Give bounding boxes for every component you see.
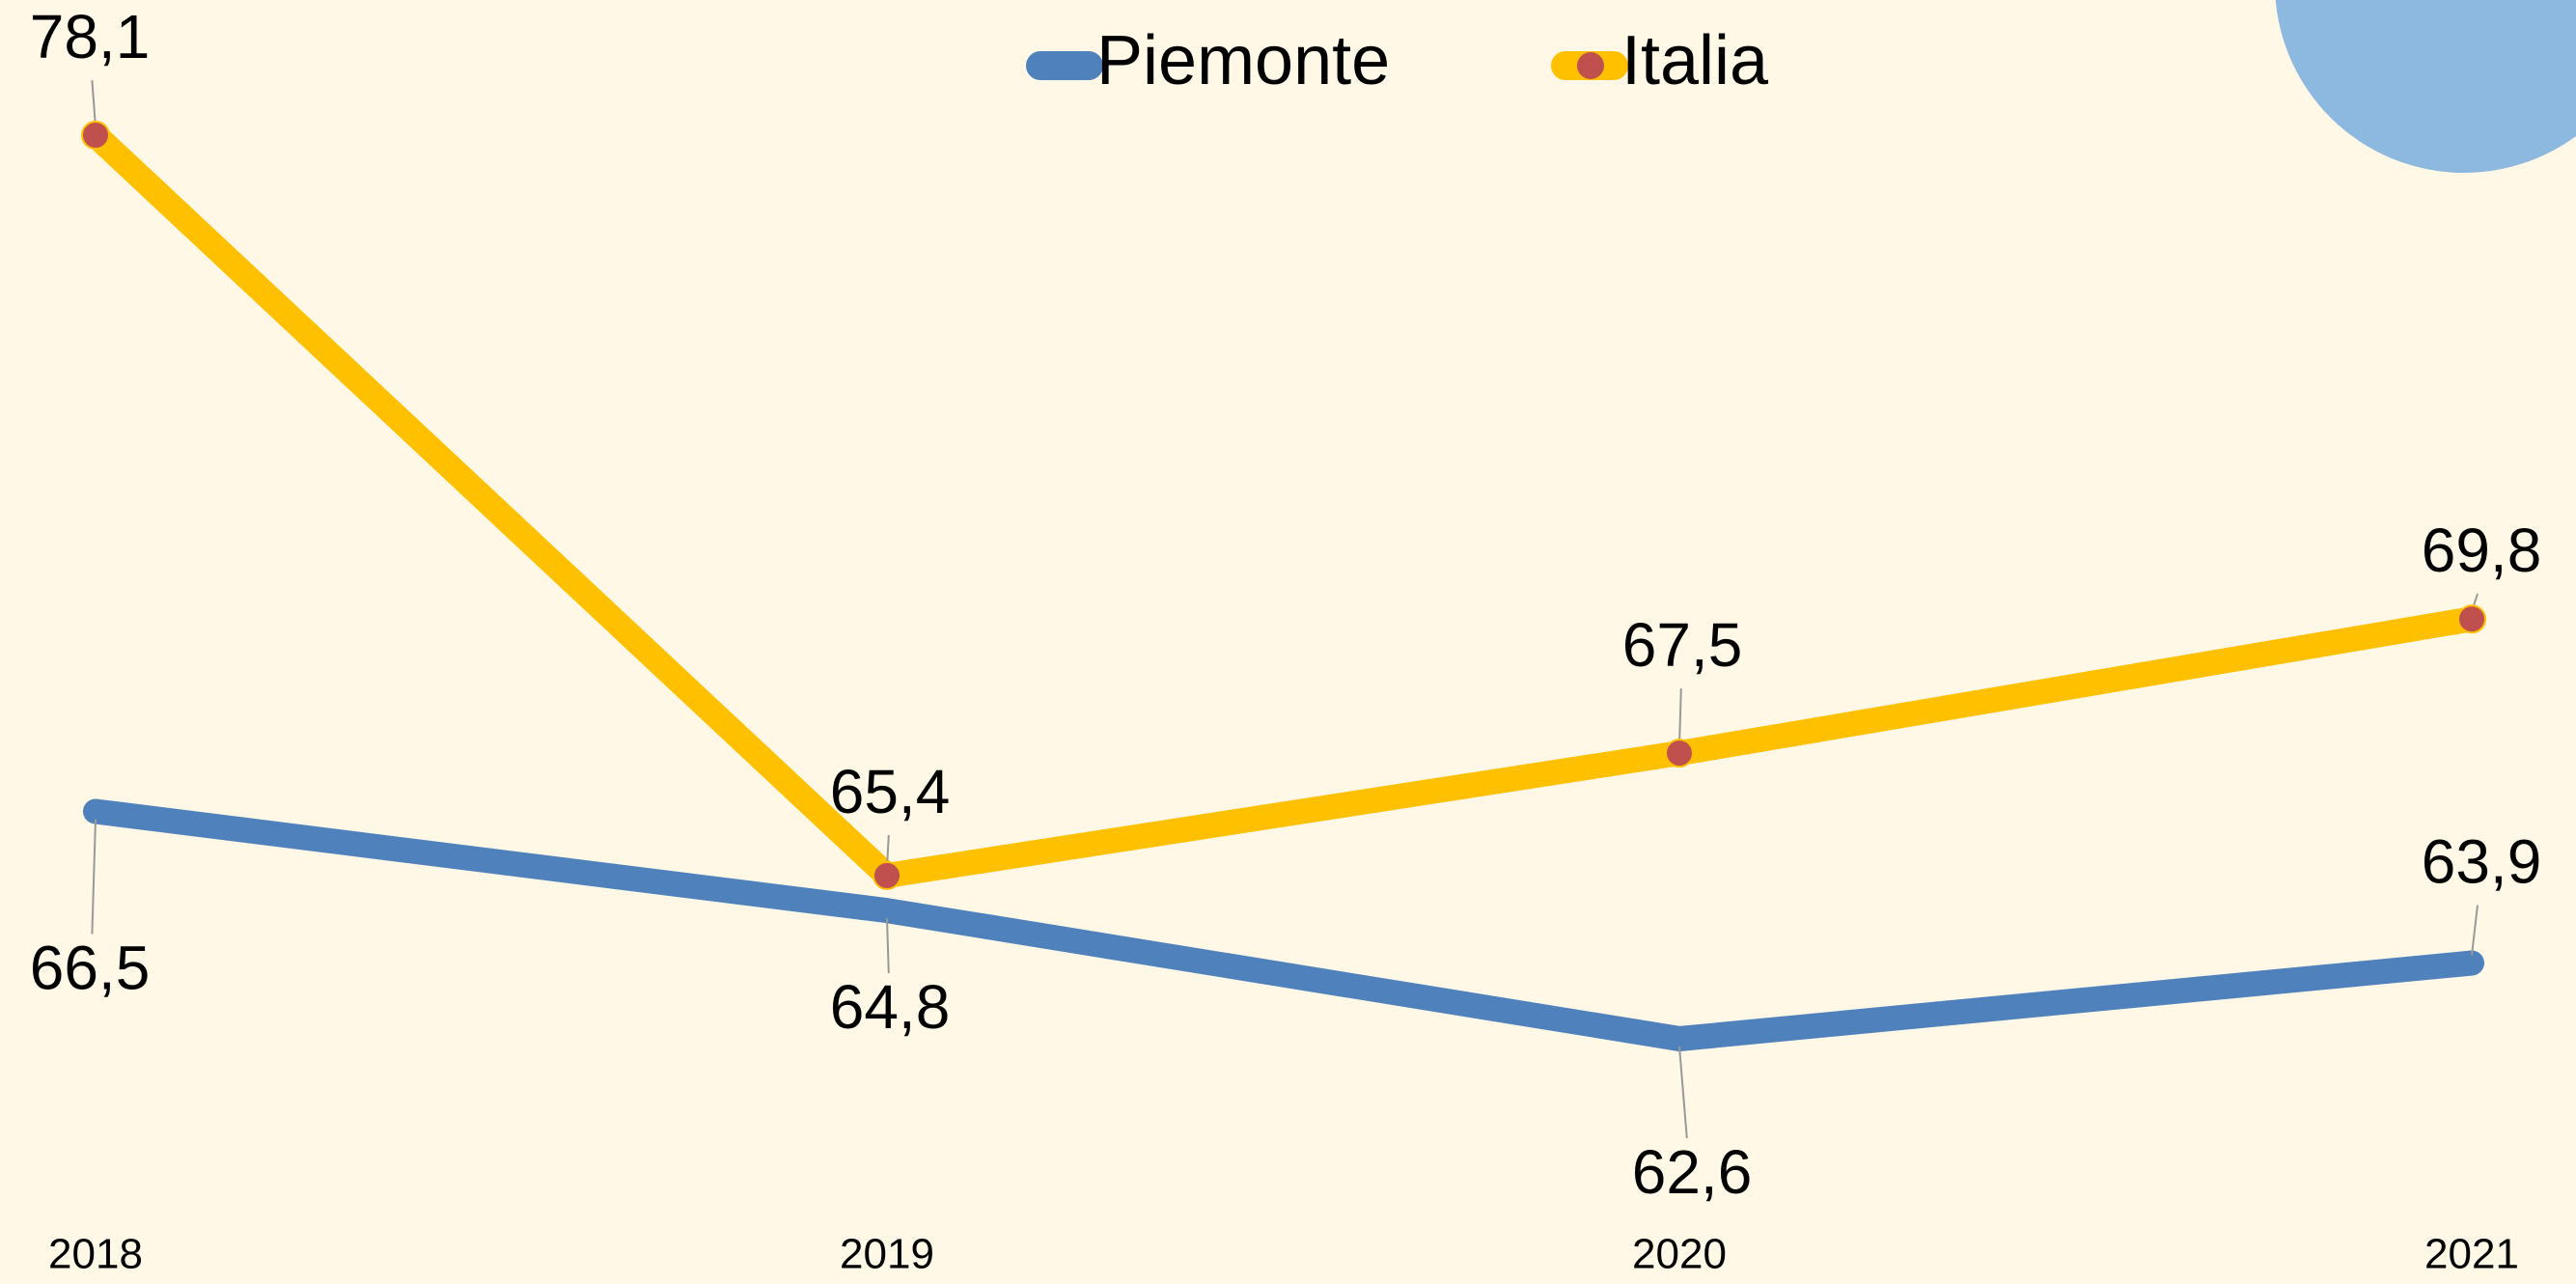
legend-label: Italia <box>1621 22 1769 99</box>
data-label: 64,8 <box>830 972 951 1042</box>
data-label: 65,4 <box>830 757 951 826</box>
series-line <box>83 123 2484 888</box>
leader-line <box>91 79 97 128</box>
x-tick-label: 2019 <box>840 1231 934 1278</box>
data-label: 67,5 <box>1622 610 1743 680</box>
decorative-circle <box>2275 0 2576 173</box>
marker <box>1665 739 1694 768</box>
marker <box>81 121 110 150</box>
data-label: 62,6 <box>1632 1137 1753 1207</box>
data-label: 66,5 <box>30 933 151 1002</box>
marker <box>873 860 901 890</box>
x-tick-label: 2021 <box>2424 1231 2519 1278</box>
legend-marker <box>1577 52 1604 79</box>
leader-line <box>91 819 97 935</box>
data-label: 78,1 <box>30 2 151 71</box>
leader-line <box>1678 1046 1688 1139</box>
leader-line <box>886 918 890 974</box>
data-label: 63,9 <box>2422 826 2542 896</box>
legend-label: Piemonte <box>1096 22 1390 99</box>
x-tick-label: 2020 <box>1632 1231 1727 1278</box>
data-label: 69,8 <box>2422 516 2542 585</box>
series-line <box>83 798 2484 1051</box>
leader-line <box>1678 688 1682 746</box>
leader-line <box>2471 905 2479 956</box>
x-tick-label: 2018 <box>48 1231 143 1278</box>
marker <box>2457 604 2486 634</box>
